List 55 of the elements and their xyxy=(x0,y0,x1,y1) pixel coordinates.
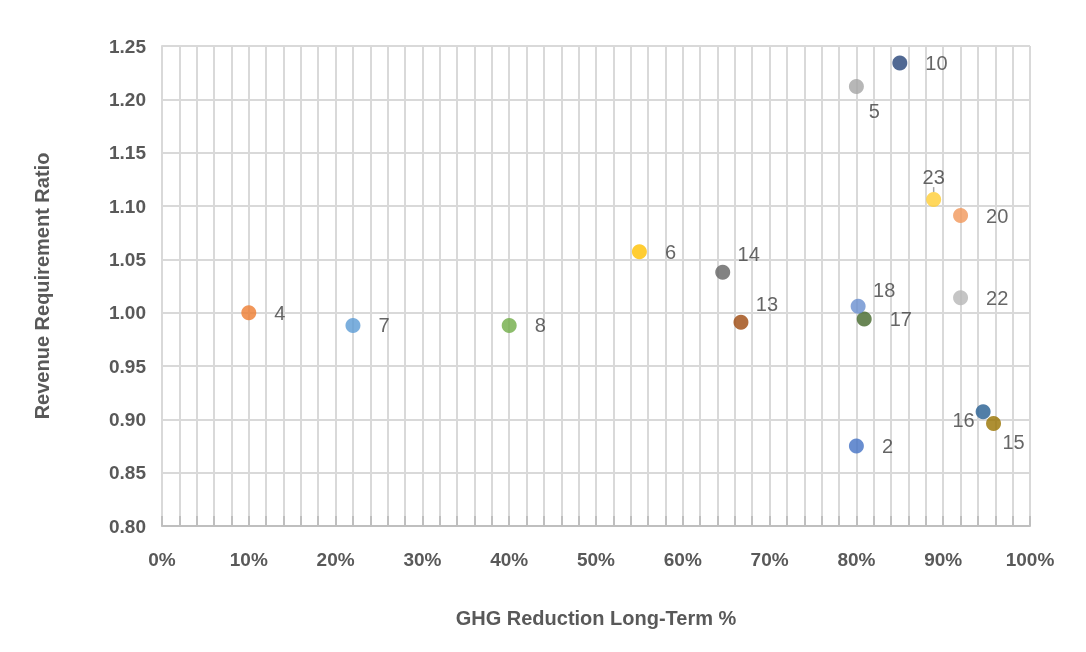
y-tick-label: 1.25 xyxy=(109,35,147,57)
series-label: 23 xyxy=(922,166,945,189)
point xyxy=(856,311,872,327)
y-tick-label: 0.85 xyxy=(109,462,147,484)
x-tick-label: 80% xyxy=(837,549,876,570)
series-label: 7 xyxy=(378,314,390,337)
point xyxy=(631,244,647,260)
point xyxy=(926,192,942,208)
x-tick-label: 100% xyxy=(1005,549,1055,570)
y-tick-label: 1.10 xyxy=(109,195,146,217)
y-tick-label: 1.20 xyxy=(109,88,146,110)
point xyxy=(848,438,864,454)
series-label: 4 xyxy=(274,301,286,324)
x-tick-label: 10% xyxy=(229,549,268,570)
y-axis-title: Revenue Requirement Ratio xyxy=(31,152,53,420)
series-label: 6 xyxy=(664,240,677,263)
point xyxy=(953,208,969,224)
x-tick-label: 90% xyxy=(924,549,963,570)
point xyxy=(733,314,749,330)
series-label: 14 xyxy=(737,242,760,265)
point xyxy=(501,317,517,333)
point xyxy=(975,404,991,420)
point xyxy=(986,416,1002,432)
point xyxy=(345,317,361,333)
series-label: 8 xyxy=(534,314,546,337)
x-tick-label: 60% xyxy=(663,549,702,570)
x-tick-label: 40% xyxy=(490,549,529,570)
point xyxy=(715,264,731,280)
series-label: 16 xyxy=(952,408,975,431)
series-label: 22 xyxy=(986,286,1009,309)
point xyxy=(850,298,866,314)
x-tick-label: 20% xyxy=(316,549,355,570)
y-tick-label: 1.00 xyxy=(109,302,146,324)
series-label: 2 xyxy=(881,435,894,457)
point xyxy=(848,79,864,95)
y-tick-label: 0.95 xyxy=(109,355,147,377)
y-tick-label: 1.05 xyxy=(109,248,147,270)
series-label: 17 xyxy=(889,308,912,331)
y-tick-label: 0.90 xyxy=(109,408,146,430)
series-label: 10 xyxy=(925,52,948,75)
series-label: 20 xyxy=(986,204,1009,227)
x-tick-label: 50% xyxy=(576,549,616,570)
x-axis-title: GHG Reduction Long-Term % xyxy=(455,607,737,629)
x-tick-label: 30% xyxy=(403,549,442,570)
y-tick-label: 0.80 xyxy=(109,515,146,537)
point xyxy=(892,55,908,71)
series-label: 15 xyxy=(1002,431,1025,454)
point xyxy=(241,305,257,321)
x-tick-label: 0% xyxy=(148,549,176,570)
series-label: 5 xyxy=(868,100,880,123)
x-tick-label: 70% xyxy=(750,549,789,570)
y-tick-label: 1.15 xyxy=(109,142,147,164)
series-label: 18 xyxy=(873,278,896,301)
point xyxy=(953,290,969,306)
series-label: 13 xyxy=(755,292,779,315)
